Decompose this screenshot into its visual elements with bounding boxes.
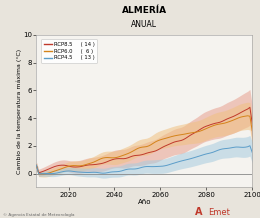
Y-axis label: Cambio de la temperatura máxima (°C): Cambio de la temperatura máxima (°C) [16, 49, 22, 174]
Text: ANUAL: ANUAL [131, 20, 157, 29]
Text: A: A [195, 207, 203, 217]
Legend: RCP8.5     ( 14 ), RCP6.0     (  6 ), RCP4.5     ( 13 ): RCP8.5 ( 14 ), RCP6.0 ( 6 ), RCP4.5 ( 13… [41, 39, 98, 63]
Text: ALMERÍA: ALMERÍA [122, 6, 167, 15]
X-axis label: Año: Año [138, 199, 151, 205]
Text: Emet: Emet [208, 208, 230, 217]
Text: © Agencia Estatal de Meteorología: © Agencia Estatal de Meteorología [3, 213, 74, 217]
